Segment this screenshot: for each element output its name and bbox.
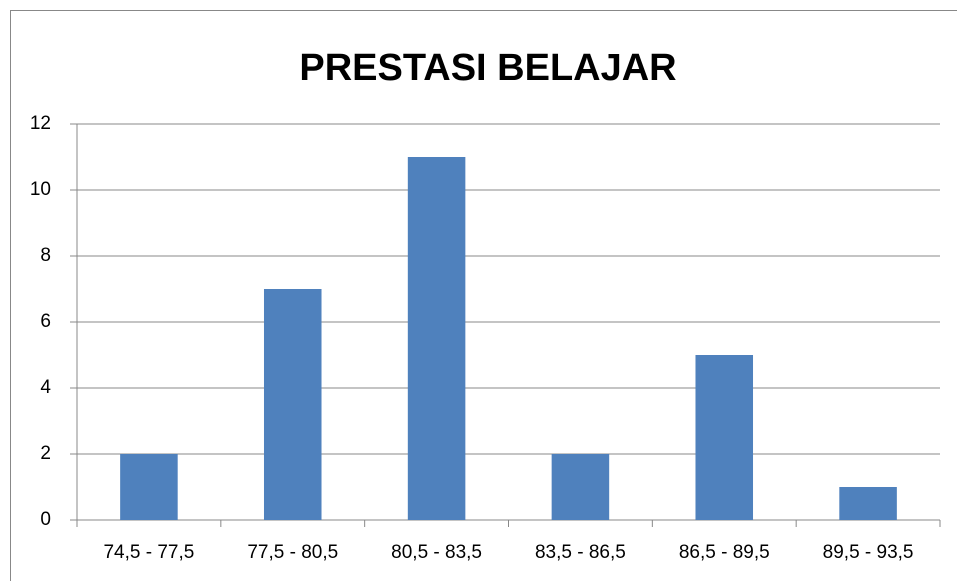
x-tick-label: 89,5 - 93,5 — [823, 542, 914, 563]
y-tick-label: 2 — [40, 443, 51, 464]
y-tick-label: 12 — [30, 113, 51, 134]
bar — [551, 454, 610, 520]
bar — [120, 454, 178, 520]
x-tick-label: 83,5 - 86,5 — [535, 542, 626, 563]
bar — [695, 355, 754, 520]
bar — [407, 157, 466, 520]
y-tick-label: 4 — [40, 377, 51, 398]
bar — [263, 289, 322, 520]
bar — [839, 487, 897, 520]
y-tick-label: 6 — [40, 311, 51, 332]
y-tick-label: 10 — [30, 179, 51, 200]
x-tick-label: 80,5 - 83,5 — [391, 542, 482, 563]
x-tick-label: 86,5 - 89,5 — [679, 542, 770, 563]
x-tick-label: 74,5 - 77,5 — [103, 542, 194, 563]
chart-title: PRESTASI BELAJAR — [299, 47, 676, 89]
x-tick-label: 77,5 - 80,5 — [247, 542, 338, 563]
y-tick-label: 8 — [40, 245, 51, 266]
y-tick-label: 0 — [40, 509, 51, 530]
